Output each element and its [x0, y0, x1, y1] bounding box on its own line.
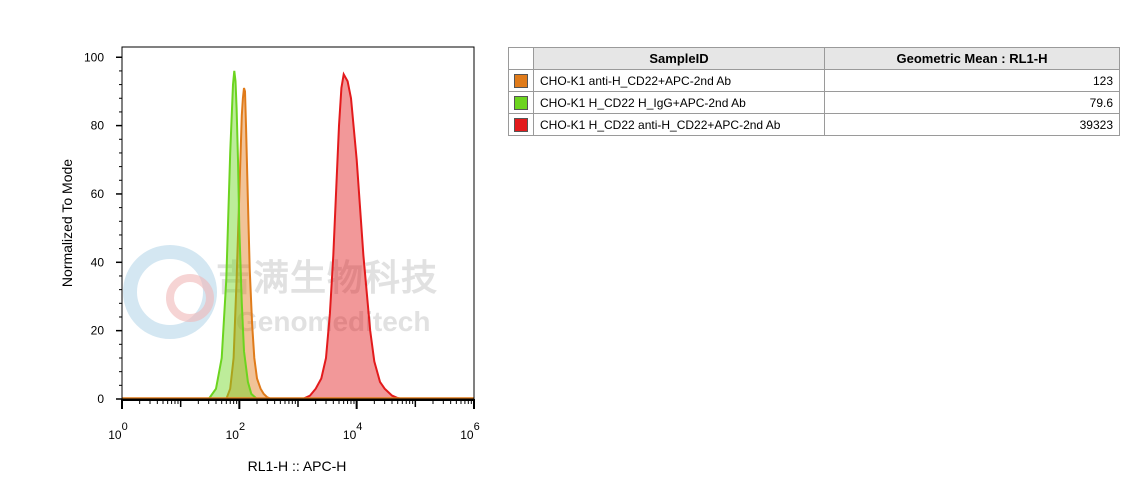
table-row: CHO-K1 anti-H_CD22+APC-2nd Ab 123	[508, 69, 1120, 92]
y-tick-label: 0	[97, 392, 104, 406]
sample-name: CHO-K1 anti-H_CD22+APC-2nd Ab	[533, 69, 825, 92]
plot-frame	[121, 46, 475, 400]
series-fill-2	[302, 74, 403, 400]
watermark-logo	[123, 245, 217, 339]
y-tick-label: 100	[84, 50, 104, 64]
header-swatch	[508, 47, 534, 70]
color-swatch	[514, 117, 528, 132]
y-axis-label: Normalized To Mode	[59, 159, 75, 287]
sample-name: CHO-K1 H_CD22 H_IgG+APC-2nd Ab	[533, 91, 825, 114]
x-tick-label: 104	[343, 421, 362, 442]
series-line-2	[302, 71, 403, 400]
y-tick-label: 20	[91, 324, 105, 338]
series-layer	[122, 70, 474, 400]
table-row: CHO-K1 H_CD22 H_IgG+APC-2nd Ab 79.6	[508, 91, 1120, 114]
x-axis-label: RL1-H :: APC-H	[248, 458, 347, 474]
series-line-1	[207, 70, 258, 400]
x-tick-label: 106	[460, 421, 479, 442]
color-swatch	[514, 95, 528, 110]
geometric-mean-value: 39323	[824, 113, 1120, 136]
series-line-0	[225, 87, 272, 400]
header-geometric-mean: Geometric Mean : RL1-H	[824, 47, 1120, 70]
watermark-cn-text: 吉满生物科技	[216, 257, 438, 298]
sample-name: CHO-K1 H_CD22 anti-H_CD22+APC-2nd Ab	[533, 113, 825, 136]
table-row: CHO-K1 H_CD22 anti-H_CD22+APC-2nd Ab 393…	[508, 113, 1120, 136]
watermark: 吉满生物科技 Genomeditech	[123, 245, 438, 339]
histogram-chart: 吉满生物科技 Genomeditech 0 20 40 60 80 100 100 102 10…	[59, 46, 480, 474]
x-tick-label: 100	[108, 421, 127, 442]
y-tick-label: 80	[91, 119, 105, 133]
y-tick-label: 40	[91, 255, 105, 269]
header-sampleid: SampleID	[533, 47, 825, 70]
y-tick-label: 60	[91, 187, 105, 201]
stats-table: SampleID Geometric Mean : RL1-H CHO-K1 a…	[508, 47, 1120, 136]
watermark-en-text: Genomeditech	[236, 306, 430, 337]
color-swatch	[514, 73, 528, 88]
table-header-row: SampleID Geometric Mean : RL1-H	[508, 47, 1120, 70]
geometric-mean-value: 79.6	[824, 91, 1120, 114]
axis-layer: 0 20 40 60 80 100 100 102 104 106	[84, 50, 480, 442]
x-tick-label: 102	[226, 421, 245, 442]
geometric-mean-value: 123	[824, 69, 1120, 92]
series-fill-1	[208, 70, 257, 400]
